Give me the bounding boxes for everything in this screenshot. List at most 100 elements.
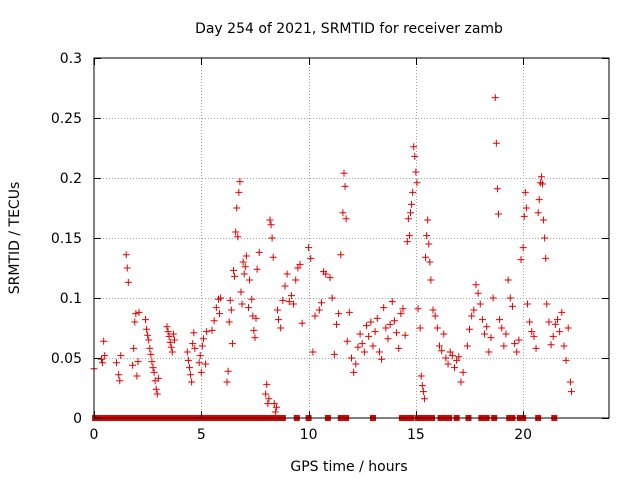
data-point (328, 294, 336, 302)
data-point (164, 328, 172, 336)
data-point (210, 317, 218, 325)
data-point (440, 330, 448, 338)
data-point (217, 294, 225, 302)
data-point (187, 371, 195, 379)
data-point (195, 359, 203, 367)
data-point (266, 216, 274, 224)
data-point (435, 342, 443, 350)
y-tick-label: 0.15 (51, 231, 82, 247)
data-point (144, 331, 152, 339)
chart-title: Day 254 of 2021, SRMTID for receiver zam… (195, 21, 503, 37)
data-point (337, 251, 345, 259)
data-point (189, 340, 197, 348)
data-point (283, 270, 291, 278)
data-point (373, 314, 381, 322)
data-point (556, 328, 564, 336)
data-point (309, 348, 317, 356)
data-point (515, 336, 523, 344)
data-point (285, 298, 293, 306)
data-point (242, 252, 250, 260)
data-point (444, 360, 452, 368)
y-tick-label: 0.2 (60, 171, 82, 187)
data-point (311, 312, 319, 320)
data-point (208, 326, 216, 334)
data-point (478, 316, 486, 324)
data-point (135, 308, 143, 316)
data-point (528, 328, 536, 336)
y-tick-labels: 0 0.05 0.1 0.15 0.2 0.25 0.3 (51, 51, 82, 427)
data-point (296, 260, 304, 268)
data-point (142, 316, 149, 324)
y-tick-label: 0 (73, 411, 82, 427)
data-point (558, 308, 566, 316)
data-point (422, 253, 430, 261)
data-point (416, 324, 424, 332)
data-point (117, 352, 125, 360)
data-point (131, 318, 139, 326)
data-point (567, 388, 575, 396)
data-point (197, 368, 205, 376)
data-point (183, 348, 191, 356)
data-point (424, 216, 432, 224)
data-point (153, 390, 161, 398)
data-point (238, 300, 246, 308)
data-point (307, 254, 315, 262)
data-point (405, 232, 413, 240)
data-point (268, 234, 276, 242)
data-point (149, 364, 157, 372)
data-point (248, 295, 256, 303)
data-point (431, 312, 439, 320)
data-point (404, 215, 412, 223)
x-tick-label: 15 (407, 427, 425, 443)
data-point (132, 310, 140, 318)
data-point (198, 342, 206, 350)
data-point (148, 358, 156, 366)
data-point (566, 378, 574, 386)
data-point (335, 310, 343, 318)
data-point (185, 364, 193, 372)
data-point (543, 300, 551, 308)
data-point (124, 278, 132, 286)
data-point (363, 322, 371, 330)
data-point (287, 292, 295, 300)
data-point (365, 332, 373, 340)
data-point (367, 318, 375, 326)
data-point (457, 378, 465, 386)
data-point (225, 318, 233, 326)
data-point (350, 368, 358, 376)
data-point (390, 317, 398, 325)
data-point (165, 332, 173, 340)
data-point (411, 152, 419, 160)
data-point (384, 335, 392, 343)
data-point (240, 270, 248, 278)
data-point (341, 182, 349, 190)
data-point (491, 94, 499, 102)
data-point (537, 173, 545, 181)
data-point (468, 312, 476, 320)
x-tick-label: 0 (90, 427, 99, 443)
data-point (252, 314, 260, 322)
data-point (267, 221, 275, 229)
data-point (409, 188, 417, 196)
data-point (343, 337, 351, 345)
data-point (540, 216, 548, 224)
data-point (502, 330, 510, 338)
data-point (133, 372, 141, 380)
data-point (224, 367, 232, 375)
data-point (530, 332, 538, 340)
data-point (470, 306, 478, 314)
data-point (265, 395, 273, 403)
data-point (442, 354, 450, 362)
data-point (239, 258, 247, 266)
data-point (98, 355, 106, 363)
data-point (152, 385, 160, 393)
data-point (513, 348, 521, 356)
data-point (459, 368, 467, 376)
data-point (485, 348, 493, 356)
data-point (342, 215, 350, 223)
data-point (235, 188, 243, 196)
data-point (489, 294, 497, 302)
data-point (538, 180, 546, 188)
data-point (340, 169, 348, 177)
data-point (188, 378, 196, 386)
